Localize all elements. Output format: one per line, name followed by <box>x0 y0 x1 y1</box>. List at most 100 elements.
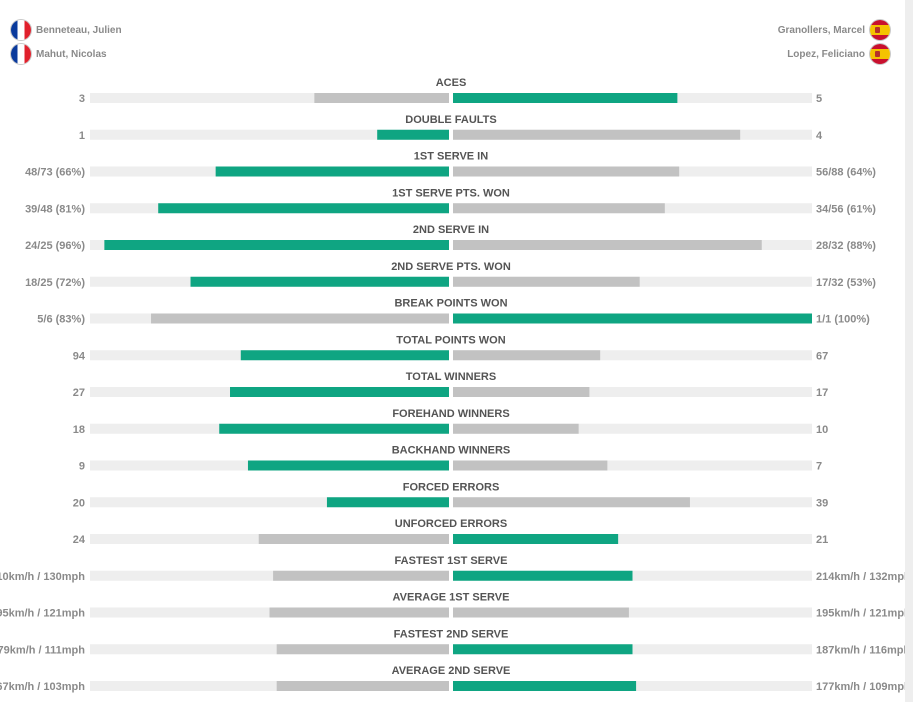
bar-right <box>453 129 741 140</box>
value-right: 10 <box>816 424 828 436</box>
value-left: 20 <box>73 497 85 509</box>
value-right: 17/32 (53%) <box>816 277 876 289</box>
stat-category-label: DOUBLE FAULTS <box>405 114 496 126</box>
bar-right <box>453 534 619 544</box>
value-left: 27 <box>73 387 85 399</box>
value-right: 56/88 (64%) <box>816 167 876 179</box>
bar-left <box>269 607 449 618</box>
stat-category-label: AVERAGE 1ST SERVE <box>393 592 510 604</box>
value-left: 94 <box>73 350 86 362</box>
track-left <box>90 570 449 581</box>
value-left: 179km/h / 111mph <box>0 644 85 656</box>
value-right: 195km/h / 121mph <box>816 608 905 620</box>
value-left: 18 <box>73 424 85 436</box>
bar-right <box>453 240 762 250</box>
player-left-1: Benneteau, Julien <box>11 19 122 41</box>
stat-category-label: FOREHAND WINNERS <box>392 408 509 420</box>
value-right: 7 <box>816 461 822 473</box>
fr-flag-icon <box>11 44 31 64</box>
track-left <box>90 129 449 140</box>
track-right <box>453 387 812 397</box>
bar-right <box>453 203 665 214</box>
bar-left <box>190 276 449 287</box>
player-name: Benneteau, Julien <box>36 24 122 36</box>
value-right: 177km/h / 109mph <box>816 681 905 693</box>
track-left <box>90 681 449 691</box>
bar-left <box>230 387 449 397</box>
fr-flag-icon <box>11 20 31 40</box>
es-flag-icon <box>870 44 890 64</box>
stat-category-label: 1ST SERVE PTS. WON <box>392 187 510 199</box>
value-left: 48/73 (66%) <box>25 167 85 179</box>
bar-right <box>453 497 690 508</box>
value-left: 24/25 (96%) <box>25 240 85 252</box>
stat-category-label: 1ST SERVE IN <box>414 151 488 163</box>
stat-category-label: TOTAL POINTS WON <box>396 334 505 346</box>
bar-left <box>377 129 449 140</box>
value-right: 34/56 (61%) <box>816 203 876 215</box>
bar-left <box>273 570 449 581</box>
bar-left <box>247 460 449 471</box>
bar-left <box>314 93 449 103</box>
bar-left <box>240 350 449 361</box>
value-right: 5 <box>816 93 822 105</box>
es-flag-icon <box>870 20 890 40</box>
bar-right <box>453 276 640 287</box>
value-left: 3 <box>79 93 85 105</box>
value-right: 187km/h / 116mph <box>816 644 905 656</box>
track-left <box>90 93 449 103</box>
track-right <box>453 423 812 434</box>
stat-category-label: AVERAGE 2ND SERVE <box>392 665 511 677</box>
stat-category-label: TOTAL WINNERS <box>406 371 496 383</box>
value-right: 1/1 (100%) <box>816 314 870 326</box>
track-right <box>453 534 812 544</box>
value-right: 214km/h / 132mph <box>816 571 905 583</box>
player-right-2: Lopez, Feliciano <box>787 43 890 65</box>
bar-left <box>104 240 450 250</box>
value-right: 39 <box>816 497 828 509</box>
scrollbar-track[interactable] <box>905 0 913 702</box>
bar-left <box>151 313 449 324</box>
value-right: 4 <box>816 130 823 142</box>
player-name: Granollers, Marcel <box>777 24 865 36</box>
bar-right <box>453 460 608 471</box>
value-right: 17 <box>816 387 828 399</box>
stat-category-label: FASTEST 1ST SERVE <box>395 555 508 567</box>
bar-right <box>453 166 680 177</box>
bar-left <box>326 497 449 508</box>
value-left: 9 <box>79 461 85 473</box>
bar-right <box>453 423 579 434</box>
player-right-1: Granollers, Marcel <box>778 19 890 41</box>
bar-right <box>453 681 637 691</box>
track-left <box>90 497 449 508</box>
bar-right <box>453 644 633 655</box>
bar-left <box>158 203 449 214</box>
player-name: Mahut, Nicolas <box>36 48 107 60</box>
bar-right <box>453 313 812 324</box>
value-right: 67 <box>816 350 828 362</box>
track-right <box>453 460 812 471</box>
bar-left <box>276 681 449 691</box>
value-right: 21 <box>816 534 828 546</box>
bar-left <box>276 644 449 655</box>
track-left <box>90 644 449 655</box>
stat-category-label: BACKHAND WINNERS <box>392 445 511 457</box>
value-left: 195km/h / 121mph <box>0 608 85 620</box>
stat-category-label: FORCED ERRORS <box>403 481 500 493</box>
track-right <box>453 350 812 361</box>
player-left-2: Mahut, Nicolas <box>11 43 107 65</box>
stat-category-label: UNFORCED ERRORS <box>395 518 507 530</box>
stat-category-label: 2ND SERVE PTS. WON <box>391 261 511 273</box>
player-name: Lopez, Feliciano <box>787 48 865 60</box>
bar-right <box>453 607 629 618</box>
track-right <box>453 607 812 618</box>
stat-category-label: BREAK POINTS WON <box>394 298 507 310</box>
value-left: 39/48 (81%) <box>25 203 85 215</box>
value-right: 28/32 (88%) <box>816 240 876 252</box>
bar-left <box>215 166 449 177</box>
value-left: 210km/h / 130mph <box>0 571 85 583</box>
stat-category-label: FASTEST 2ND SERVE <box>394 628 509 640</box>
value-left: 167km/h / 103mph <box>0 681 85 693</box>
bar-right <box>453 93 678 103</box>
bar-right <box>453 350 601 361</box>
